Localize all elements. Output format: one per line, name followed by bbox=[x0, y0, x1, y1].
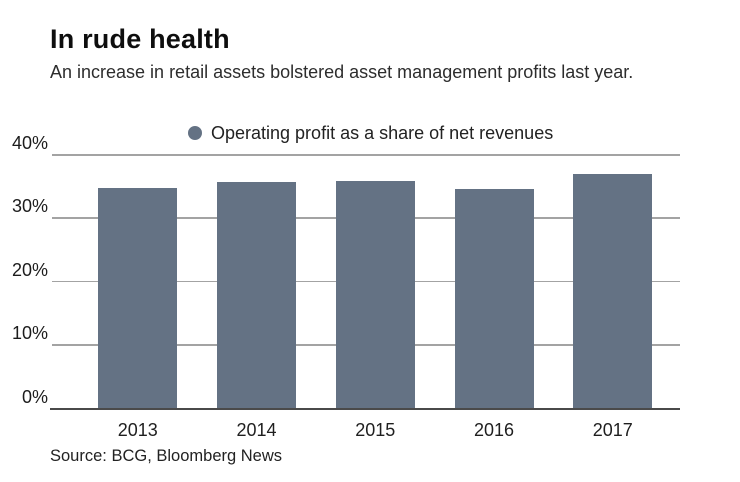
y-axis-tick-label: 20% bbox=[11, 259, 48, 280]
bar-2014 bbox=[217, 182, 297, 409]
bar-2016 bbox=[454, 189, 534, 409]
x-axis-tick-label: 2016 bbox=[474, 420, 515, 440]
y-axis-tick-label: 0% bbox=[21, 386, 48, 407]
gridline bbox=[52, 154, 680, 156]
legend-label: Operating profit as a share of net reven… bbox=[211, 122, 554, 143]
legend-dot-icon bbox=[188, 126, 202, 140]
y-axis-tick-label: 30% bbox=[11, 196, 48, 217]
bar-2013 bbox=[98, 188, 178, 409]
y-axis-tick-label: 40% bbox=[11, 133, 48, 154]
chart-subtitle: An increase in retail assets bolstered a… bbox=[50, 62, 634, 82]
chart-title: In rude health bbox=[50, 24, 230, 54]
x-axis-tick-label: 2017 bbox=[592, 420, 633, 440]
bar-2017 bbox=[573, 174, 653, 409]
chart-legend: Operating profit as a share of net reven… bbox=[188, 123, 553, 143]
x-axis-tick-label: 2014 bbox=[236, 420, 277, 440]
x-axis-tick-label: 2013 bbox=[117, 420, 158, 440]
bar-2015 bbox=[335, 181, 415, 409]
y-axis-tick-label: 10% bbox=[11, 323, 48, 344]
x-axis-tick-label: 2015 bbox=[355, 420, 396, 440]
x-axis-line bbox=[50, 407, 680, 410]
source-text: Source: BCG, Bloomberg News bbox=[50, 447, 283, 465]
